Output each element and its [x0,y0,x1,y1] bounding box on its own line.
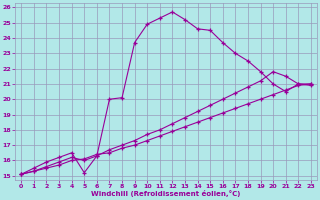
X-axis label: Windchill (Refroidissement éolien,°C): Windchill (Refroidissement éolien,°C) [92,190,241,197]
